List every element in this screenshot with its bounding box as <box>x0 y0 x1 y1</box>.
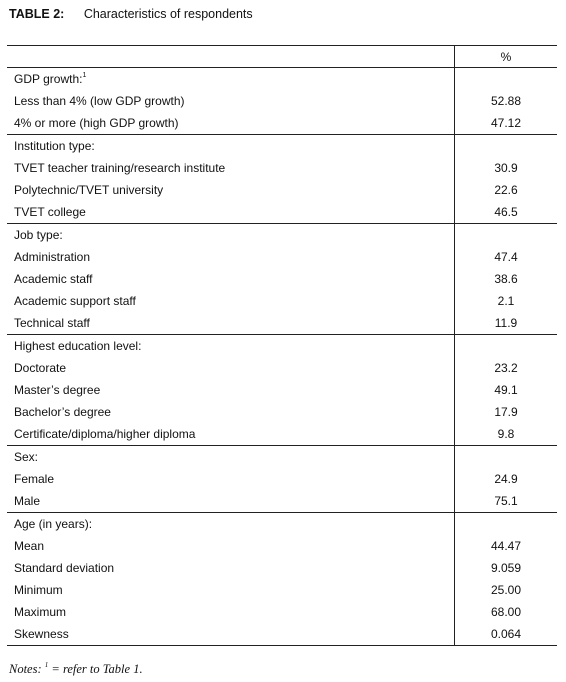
row-label: Mean <box>7 535 455 557</box>
row-label: 4% or more (high GDP growth) <box>7 112 455 135</box>
table-row: Less than 4% (low GDP growth) 52.88 <box>7 90 557 112</box>
row-value: 11.9 <box>494 316 518 330</box>
group-footnote-marker: 1 <box>82 72 87 79</box>
group-header-row: GDP growth:1 <box>7 67 557 90</box>
group-title-cell: Age (in years): <box>7 512 455 535</box>
row-value: 68.00 <box>490 605 522 619</box>
table-row: Academic support staff 2.1 <box>7 290 557 312</box>
header-label-cell <box>7 45 455 68</box>
table-row: Bachelor’s degree 17.9 <box>7 401 557 423</box>
group-value-cell <box>454 334 557 357</box>
table-row: Doctorate 23.2 <box>7 357 557 379</box>
row-label: Maximum <box>7 601 455 623</box>
group-header-row: Age (in years): <box>7 512 557 535</box>
row-label: Doctorate <box>7 357 455 379</box>
table-row: 4% or more (high GDP growth) 47.12 <box>7 112 557 135</box>
table-body: GDP growth:1 Less than 4% (low GDP growth… <box>7 67 557 646</box>
table-row: Technical staff 11.9 <box>7 312 557 335</box>
table-header-row: % <box>7 45 557 68</box>
row-label: Academic staff <box>7 268 455 290</box>
notes-superscript: 1 <box>44 661 49 669</box>
row-label: Polytechnic/TVET university <box>7 179 455 201</box>
row-value: 9.8 <box>497 427 515 441</box>
table-row: Skewness 0.064 <box>7 623 557 646</box>
table-row: Mean 44.47 <box>7 535 557 557</box>
row-value: 44.47 <box>490 539 522 553</box>
group-title: Job type: <box>14 228 63 242</box>
group-title-cell: Institution type: <box>7 134 455 157</box>
notes-prefix: Notes: <box>9 662 42 676</box>
notes-text: = refer to Table 1. <box>48 662 143 676</box>
row-label: Certificate/diploma/higher diploma <box>7 423 455 446</box>
table-notes: Notes: 1 = refer to Table 1. <box>9 661 143 677</box>
group-title-cell: Job type: <box>7 223 455 246</box>
row-value: 2.1 <box>497 294 515 308</box>
row-value: 9.059 <box>490 561 522 575</box>
row-label: TVET college <box>7 201 455 224</box>
group-header-row: Highest education level: <box>7 334 557 357</box>
group-title: Highest education level: <box>14 339 142 353</box>
table-row: Administration 47.4 <box>7 246 557 268</box>
group-title: Institution type: <box>14 139 95 153</box>
row-value: 30.9 <box>494 161 518 175</box>
row-value: 52.88 <box>490 94 522 108</box>
row-label: Skewness <box>7 623 455 646</box>
row-label: Technical staff <box>7 312 455 335</box>
row-label: Academic support staff <box>7 290 455 312</box>
group-header-row: Sex: <box>7 445 557 468</box>
row-label: Master’s degree <box>7 379 455 401</box>
row-value: 46.5 <box>494 205 518 219</box>
table-row: Maximum 68.00 <box>7 601 557 623</box>
row-value: 23.2 <box>494 361 518 375</box>
row-value: 22.6 <box>494 183 518 197</box>
group-header-row: Institution type: <box>7 134 557 157</box>
row-value: 17.9 <box>494 405 518 419</box>
row-label: Minimum <box>7 579 455 601</box>
group-title-cell: GDP growth:1 <box>7 67 455 90</box>
group-title: GDP growth: <box>14 72 83 86</box>
group-title-cell: Sex: <box>7 445 455 468</box>
group-title-cell: Highest education level: <box>7 334 455 357</box>
table-row: TVET college 46.5 <box>7 201 557 224</box>
table-row: Academic staff 38.6 <box>7 268 557 290</box>
row-label: Less than 4% (low GDP growth) <box>7 90 455 112</box>
row-label: Bachelor’s degree <box>7 401 455 423</box>
header-percent-cell: % <box>500 49 512 64</box>
row-value: 25.00 <box>490 583 522 597</box>
row-value: 47.4 <box>494 250 518 264</box>
table-row: Polytechnic/TVET university 22.6 <box>7 179 557 201</box>
row-label: TVET teacher training/research institute <box>7 157 455 179</box>
group-header-row: Job type: <box>7 223 557 246</box>
row-label: Female <box>7 468 455 490</box>
row-value: 49.1 <box>494 383 518 397</box>
row-label: Male <box>7 490 455 513</box>
row-value: 24.9 <box>494 472 518 486</box>
group-value-cell <box>454 134 557 157</box>
row-value: 47.12 <box>490 116 522 130</box>
row-label: Administration <box>7 246 455 268</box>
row-label: Standard deviation <box>7 557 455 579</box>
table-caption: TABLE 2: Characteristics of respondents <box>9 7 253 21</box>
group-title: Age (in years): <box>14 517 93 531</box>
table-row: Master’s degree 49.1 <box>7 379 557 401</box>
table-row: Female 24.9 <box>7 468 557 490</box>
group-title: Sex: <box>14 450 39 464</box>
row-value: 38.6 <box>494 272 518 286</box>
group-value-cell <box>454 67 557 90</box>
table-row: Certificate/diploma/higher diploma 9.8 <box>7 423 557 446</box>
table-row: Male 75.1 <box>7 490 557 513</box>
respondents-table: % GDP growth:1 Less than 4% (low GDP grow… <box>7 45 557 646</box>
table-label: TABLE 2: <box>9 7 65 21</box>
table-row: TVET teacher training/research institute… <box>7 157 557 179</box>
table-row: Standard deviation 9.059 <box>7 557 557 579</box>
group-value-cell <box>454 223 557 246</box>
row-value: 75.1 <box>494 494 518 508</box>
table-title: Characteristics of respondents <box>83 7 253 21</box>
group-value-cell <box>454 445 557 468</box>
table-row: Minimum 25.00 <box>7 579 557 601</box>
row-value: 0.064 <box>454 623 557 646</box>
group-value-cell <box>454 512 557 535</box>
